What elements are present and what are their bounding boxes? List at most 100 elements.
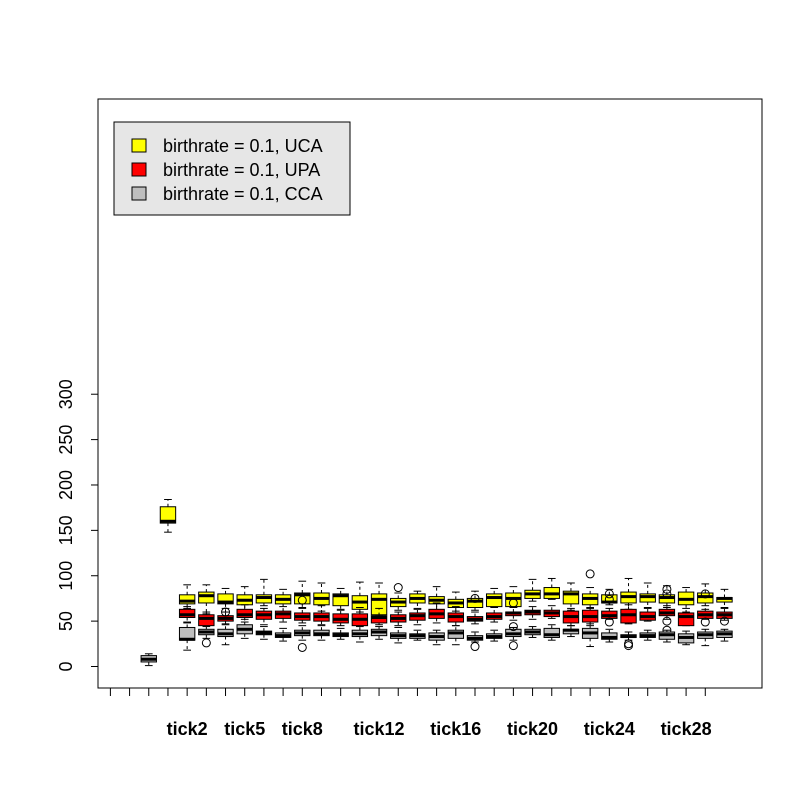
outlier-point [508,622,518,632]
box-iqr [677,612,695,627]
box [658,629,676,643]
outlier-point [297,595,307,605]
x-tick-label: tick2 [167,719,208,739]
outlier-point [604,617,614,627]
box [332,587,349,611]
box [409,629,426,641]
box [601,607,618,627]
box [677,630,695,646]
box [255,605,273,626]
box-iqr [178,594,196,605]
outlier-point [604,594,614,604]
outlier-point [662,589,672,599]
box [716,607,733,626]
box [294,625,311,652]
box [677,607,695,627]
box [697,583,714,610]
box-iqr [370,615,388,624]
x-tick-label: tick28 [661,719,712,739]
box [505,586,522,609]
box [697,628,714,647]
outlier-point [393,583,403,593]
box [485,587,503,608]
box-iqr [485,593,503,608]
box [620,604,637,625]
plot-frame [97,98,763,689]
box-iqr [198,591,215,604]
box [217,607,234,626]
legend-key-uca [131,138,147,153]
box [620,631,637,651]
box [562,625,580,638]
box [639,629,656,641]
outlier-point [719,616,729,626]
box [332,608,349,627]
box [255,626,273,640]
box [140,653,157,667]
box [409,590,426,610]
box [581,607,599,627]
box [274,627,292,642]
box [485,607,503,623]
box-iqr [466,597,484,609]
box [236,618,253,639]
box [543,624,560,641]
legend-label-uca: birthrate = 0.1, UCA [163,136,323,156]
outlier-point [604,589,614,599]
box-iqr [159,506,177,524]
x-tick-label: tick5 [224,719,265,739]
y-tick-label: 50 [56,611,76,631]
outlier-point [700,589,710,599]
box [524,606,541,620]
box [217,623,234,646]
box [601,628,618,643]
box [601,588,618,606]
x-tick-label: tick12 [354,719,405,739]
series-2 [140,618,733,667]
box [351,626,369,643]
box [370,582,388,616]
x-axis: tick2 tick5 tick8 tick12 tick16 tick20 tick24 t… [109,687,712,739]
box [562,582,580,611]
box [543,605,560,619]
legend: birthrate = 0.1, UCA birthrate = 0.1, UP… [113,121,351,216]
box [351,581,369,613]
outlier-point [662,616,672,626]
box [562,607,580,627]
outlier-point [297,642,307,652]
box [543,577,560,600]
outlier-point [700,617,710,627]
box [524,626,541,638]
box-iqr [198,614,215,627]
box [716,628,733,642]
box [658,584,676,609]
box [485,629,503,642]
box-iqr [543,627,560,638]
box [409,607,426,626]
box [639,607,656,622]
box [677,587,695,613]
box [447,625,465,646]
box [447,591,465,612]
box [639,582,656,609]
x-tick-label: tick16 [430,719,481,739]
box [581,569,599,609]
box [313,605,330,626]
box [178,606,196,624]
box-iqr [332,593,349,607]
y-tick-label: 250 [56,425,76,455]
x-tick-label: tick20 [507,719,558,739]
series-0 [159,499,733,616]
box [370,626,388,640]
box [294,607,311,624]
box [370,607,388,626]
y-tick-label: 100 [56,561,76,591]
box [198,626,215,639]
outlier-point [470,593,480,603]
x-tick-label: tick8 [282,719,323,739]
y-tick-label: 200 [56,470,76,500]
box [505,622,522,651]
outlier-point [624,641,634,651]
legend-entry-uca: birthrate = 0.1, UCA [131,136,323,156]
